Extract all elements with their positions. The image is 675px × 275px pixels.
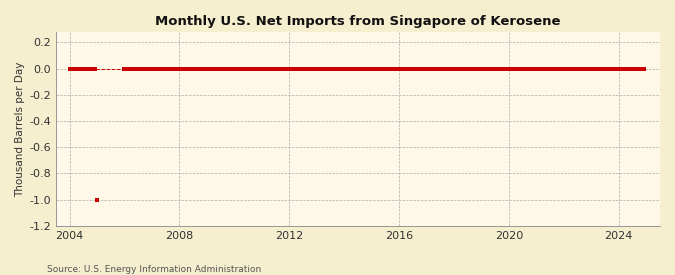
Y-axis label: Thousand Barrels per Day: Thousand Barrels per Day xyxy=(15,61,25,197)
Text: Source: U.S. Energy Information Administration: Source: U.S. Energy Information Administ… xyxy=(47,265,261,274)
Title: Monthly U.S. Net Imports from Singapore of Kerosene: Monthly U.S. Net Imports from Singapore … xyxy=(155,15,561,28)
